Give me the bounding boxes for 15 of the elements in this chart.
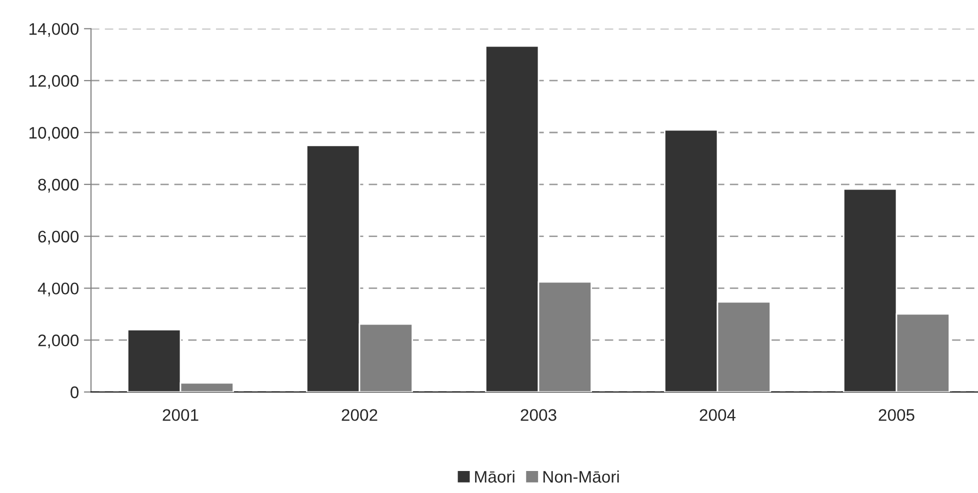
x-tick-label: 2002 (342, 409, 378, 421)
y-tick-label: 4,000 (38, 282, 79, 296)
y-tick-label: 14,000 (29, 23, 79, 37)
x-tick-label: 2001 (162, 409, 198, 421)
y-tick-label: 10,000 (29, 126, 79, 141)
x-tick-label: 2004 (700, 409, 736, 421)
x-tick-label: 2005 (878, 409, 914, 421)
y-tick-label: 12,000 (29, 75, 79, 89)
x-tick-label: 2003 (520, 409, 556, 421)
y-tick-label: 6,000 (38, 230, 79, 244)
legend-label: Māori (475, 470, 514, 483)
y-tick-label: 0 (70, 386, 79, 398)
legend-label: Non-Māori (543, 470, 619, 483)
y-tick-label: 8,000 (38, 178, 79, 193)
y-tick-label: 2,000 (38, 334, 79, 348)
